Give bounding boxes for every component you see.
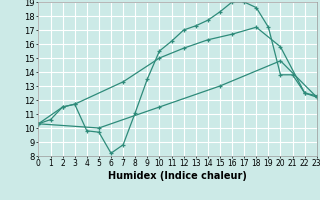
X-axis label: Humidex (Indice chaleur): Humidex (Indice chaleur) — [108, 171, 247, 181]
